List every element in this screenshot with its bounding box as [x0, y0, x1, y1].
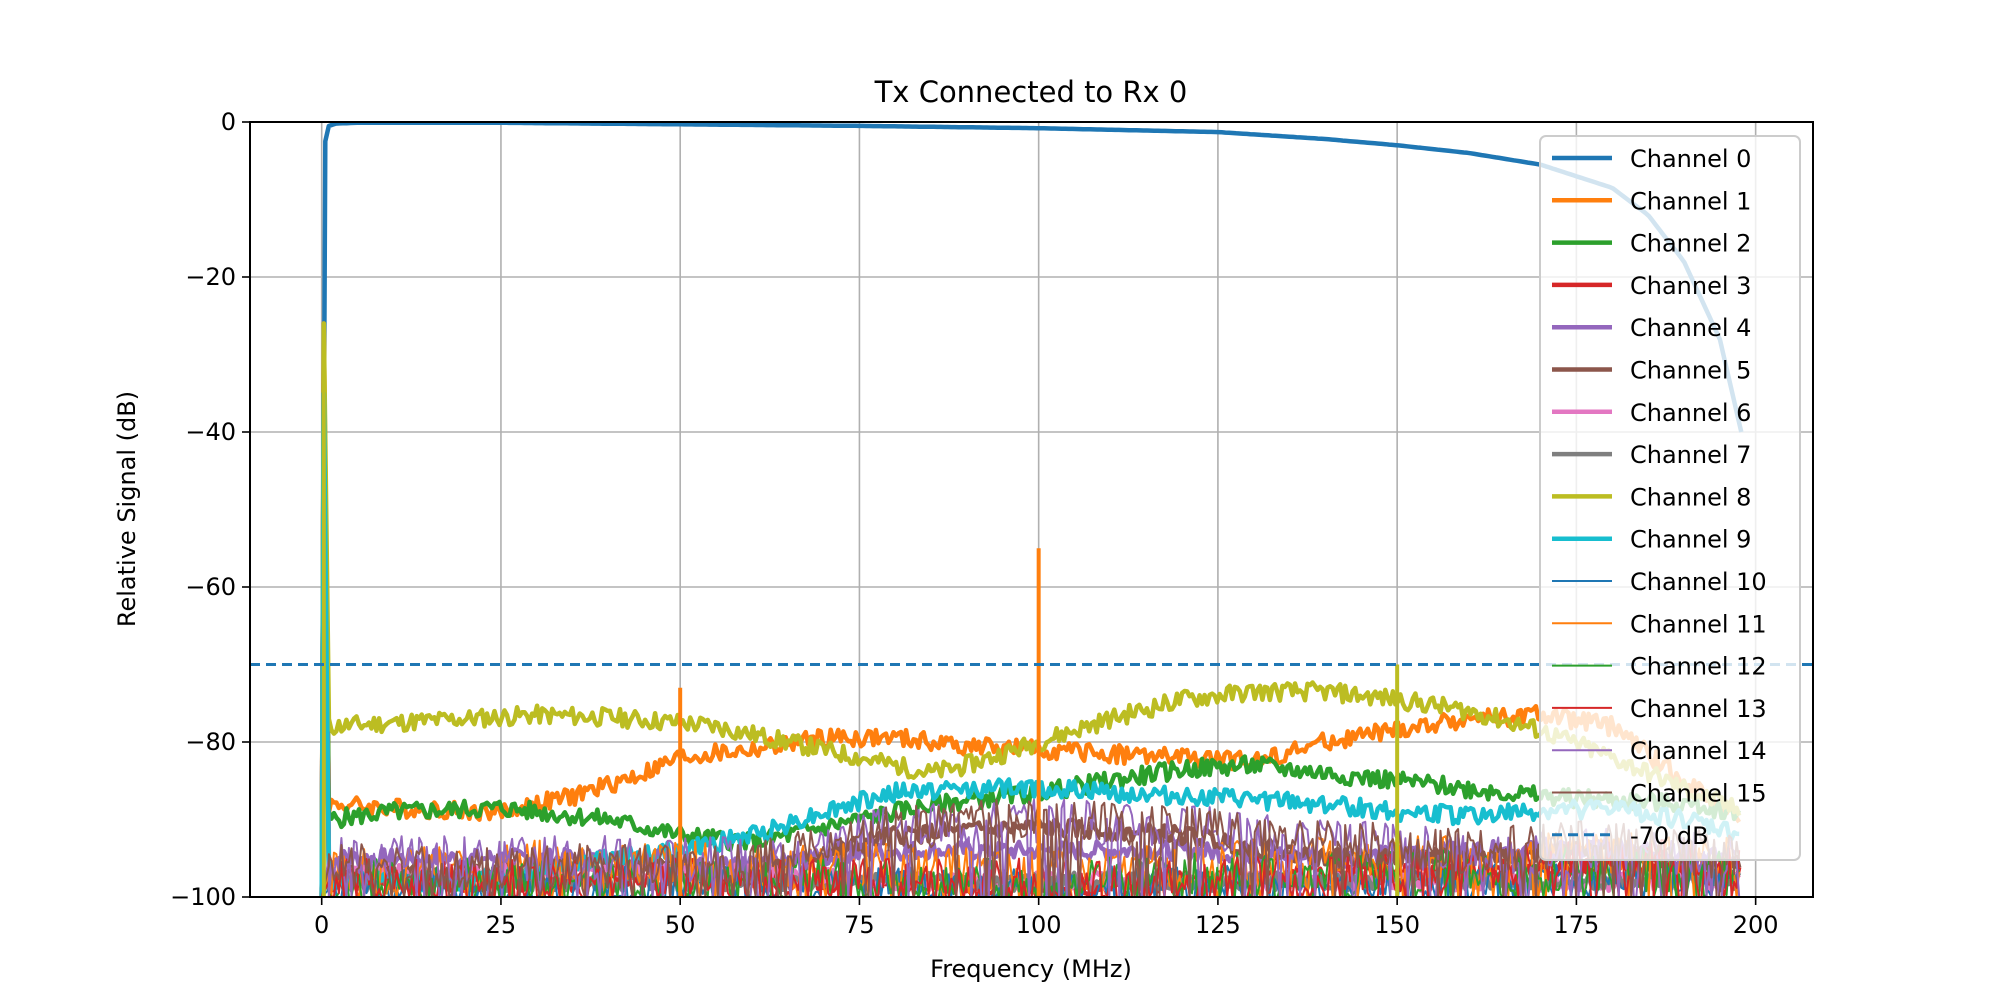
legend-label: Channel 9: [1630, 526, 1751, 554]
legend-label: Channel 0: [1630, 145, 1751, 173]
legend-label: Channel 12: [1630, 653, 1767, 681]
chart-title: Tx Connected to Rx 0: [874, 75, 1188, 109]
y-tick-label: −60: [185, 573, 236, 601]
series-layer: [319, 122, 1744, 897]
series-line-13: [320, 838, 1741, 897]
y-axis-label: Relative Signal (dB): [113, 391, 141, 627]
legend-label: Channel 15: [1630, 780, 1767, 808]
x-tick-label: 150: [1374, 911, 1420, 939]
y-tick-label: −20: [185, 263, 236, 291]
legend-items: Channel 0 Channel 1 Channel 2 Channel 3 Chan…: [1552, 145, 1767, 850]
legend-label: Channel 3: [1630, 272, 1751, 300]
y-tick-label: 0: [221, 108, 236, 136]
x-tick-label: 100: [1016, 911, 1062, 939]
legend-label: Channel 14: [1630, 737, 1767, 765]
legend-box: [1539, 135, 1801, 861]
tick-layer: 0 25 50 75 100 125 150 175 200 −100 −80 −60 −40 −20 0: [170, 108, 1778, 939]
x-tick-label: 75: [844, 911, 875, 939]
legend-label: Channel 13: [1630, 695, 1767, 723]
x-tick-label: 25: [486, 911, 517, 939]
x-tick-label: 175: [1553, 911, 1599, 939]
x-tick-label: 125: [1195, 911, 1241, 939]
y-tick-label: −40: [185, 418, 236, 446]
y-tick-label: −100: [170, 883, 236, 911]
legend-label: Channel 6: [1630, 399, 1751, 427]
x-tick-label: 50: [665, 911, 696, 939]
x-axis-label: Frequency (MHz): [930, 955, 1132, 983]
legend: Channel 0 Channel 1 Channel 2 Channel 3 Chan…: [1539, 135, 1801, 861]
series-line-15: [320, 798, 1741, 897]
legend-label: Channel 10: [1630, 568, 1767, 596]
legend-label: Channel 11: [1630, 610, 1767, 638]
x-tick-label: 0: [314, 911, 329, 939]
legend-label: Channel 8: [1630, 483, 1751, 511]
series-line-0: [319, 122, 1744, 897]
legend-label: Channel 1: [1630, 187, 1751, 215]
legend-label: Channel 4: [1630, 314, 1751, 342]
x-tick-label: 200: [1733, 911, 1779, 939]
series-line-8: [319, 321, 1742, 897]
series-line-1: [319, 321, 1742, 897]
y-tick-label: −80: [185, 728, 236, 756]
legend-label: Channel 2: [1630, 230, 1751, 258]
legend-label: Channel 7: [1630, 441, 1751, 469]
legend-label: Channel 5: [1630, 357, 1751, 385]
plot-frame: [249, 121, 1814, 898]
legend-label: -70 dB: [1630, 822, 1709, 850]
